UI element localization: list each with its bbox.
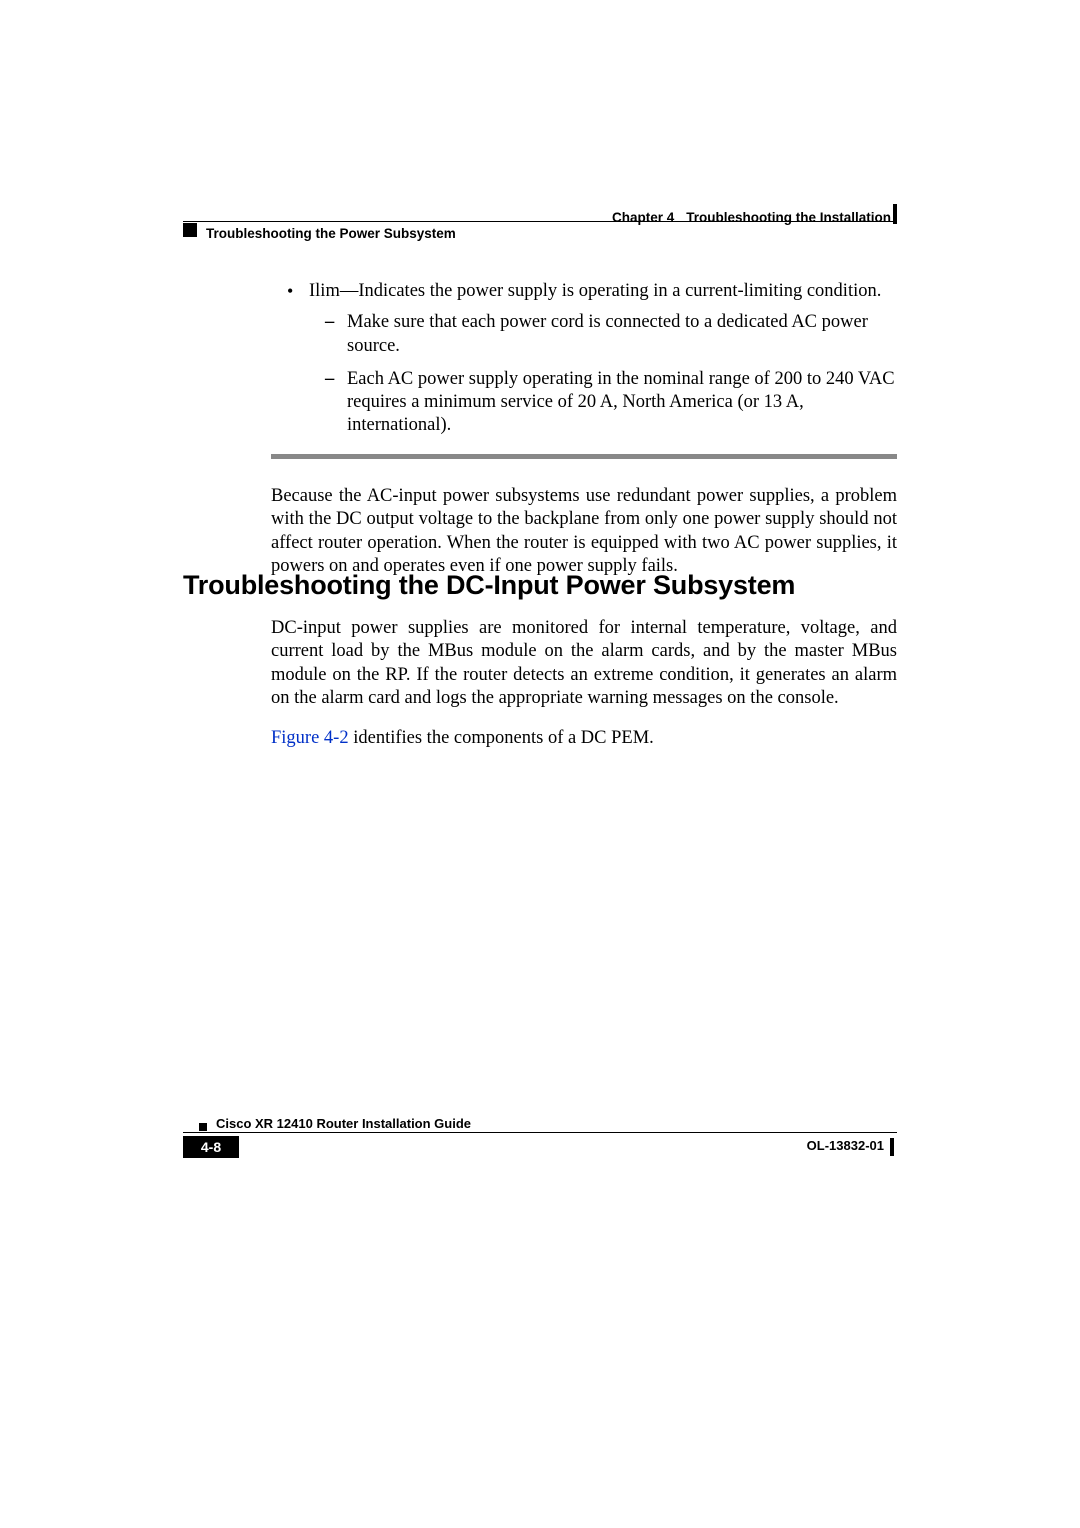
content-block-2: DC-input power supplies are monitored fo… — [271, 617, 897, 766]
bullet-text: Ilim—Indicates the power supply is opera… — [309, 281, 881, 301]
header-right-tick — [893, 204, 897, 224]
header-running-section: Troubleshooting the Power Subsystem — [206, 226, 456, 241]
dash-list: Make sure that each power cord is connec… — [309, 311, 897, 437]
dash-text: Make sure that each power cord is connec… — [347, 312, 868, 355]
dash-item: Make sure that each power cord is connec… — [309, 311, 897, 358]
header-left-square-icon — [183, 223, 197, 237]
footer-doc-number: OL-13832-01 — [807, 1138, 884, 1153]
footer-square-icon — [199, 1123, 207, 1131]
dash-item: Each AC power supply operating in the no… — [309, 368, 897, 438]
paragraph: Figure 4-2 identifies the components of … — [271, 727, 897, 750]
section-heading: Troubleshooting the DC-Input Power Subsy… — [183, 570, 897, 601]
paragraph: Because the AC-input power subsystems us… — [271, 485, 897, 579]
paragraph: DC-input power supplies are monitored fo… — [271, 617, 897, 711]
dash-text: Each AC power supply operating in the no… — [347, 369, 895, 436]
header-chapter: Chapter 4 Troubleshooting the Installatio… — [612, 210, 891, 225]
footer-page-number: 4-8 — [183, 1136, 239, 1158]
content-block-1: Ilim—Indicates the power supply is opera… — [271, 280, 897, 595]
figure-reference-link[interactable]: Figure 4-2 — [271, 728, 349, 748]
footer-guide-title: Cisco XR 12410 Router Installation Guide — [216, 1116, 471, 1131]
footer-rule — [183, 1132, 897, 1133]
chapter-number: Chapter 4 — [612, 210, 674, 225]
bullet-item: Ilim—Indicates the power supply is opera… — [271, 280, 897, 438]
page: Chapter 4 Troubleshooting the Installatio… — [0, 0, 1080, 1528]
figure-reference-text: identifies the components of a DC PEM. — [349, 728, 654, 748]
chapter-title: Troubleshooting the Installation — [686, 210, 891, 225]
footer-right-tick — [890, 1138, 894, 1156]
bullet-list: Ilim—Indicates the power supply is opera… — [271, 280, 897, 438]
page-number-text: 4-8 — [201, 1139, 221, 1155]
section-divider — [271, 454, 897, 459]
